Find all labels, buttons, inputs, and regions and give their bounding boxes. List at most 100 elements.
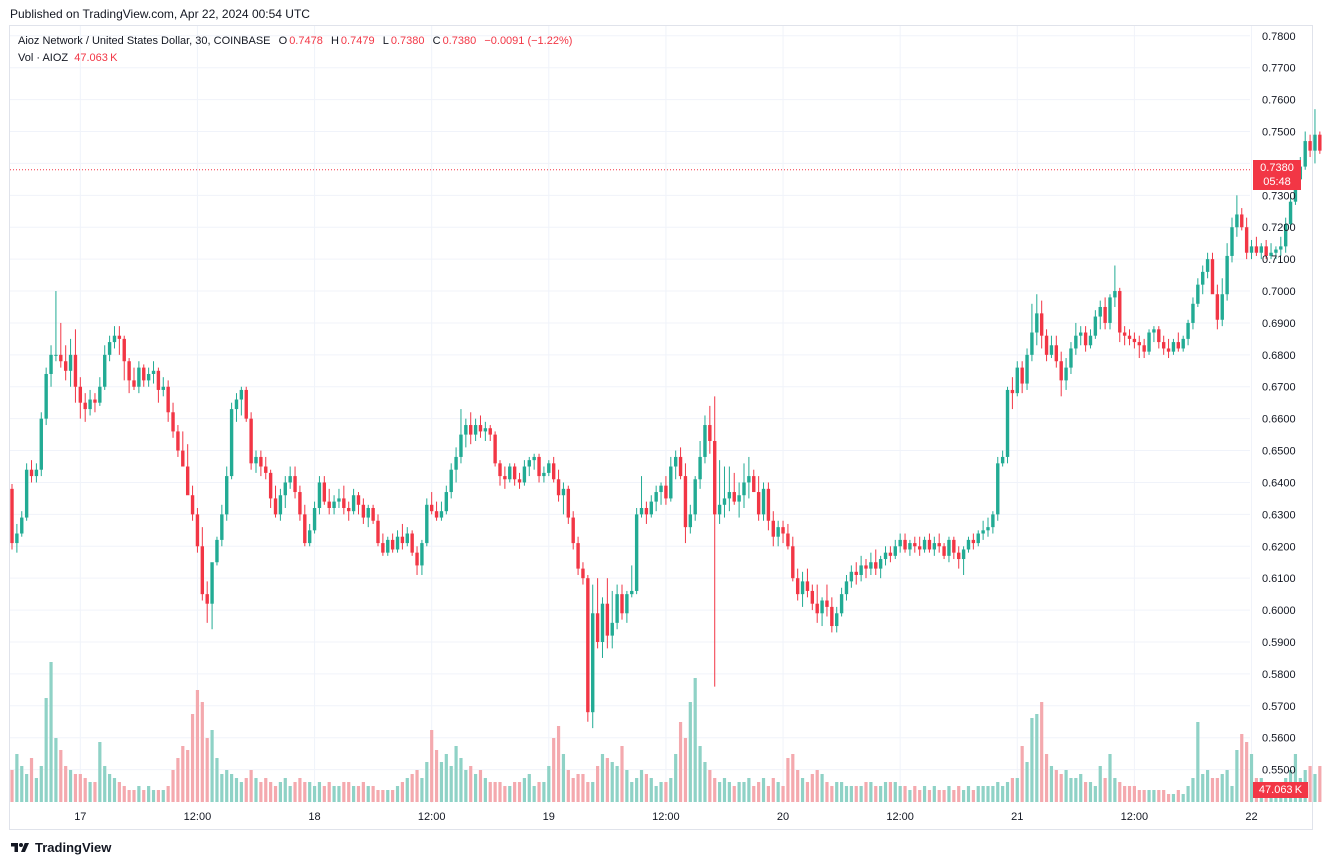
candle-body (254, 456, 258, 464)
volume-bar (483, 778, 487, 802)
candle-body (1064, 367, 1068, 381)
candle-body (259, 456, 263, 467)
candle-body (917, 546, 922, 550)
candle-body (473, 425, 478, 435)
candle-body (98, 386, 102, 403)
candle-body (625, 594, 629, 614)
candle-body (307, 530, 312, 544)
x-tick-label: 19 (543, 811, 555, 823)
candle-body (669, 466, 673, 499)
candle-body (591, 613, 595, 713)
candle-body (996, 463, 1000, 515)
candle-body (112, 335, 117, 343)
volume-bar (1059, 774, 1063, 802)
volume-bar (903, 786, 907, 802)
candle-body (1279, 246, 1283, 250)
volume-bar (478, 770, 483, 802)
candle-body (713, 440, 717, 515)
volume-bar (1074, 778, 1078, 802)
legend-close: 0.7380 (442, 35, 477, 47)
volume-bar (913, 786, 917, 802)
candle-body (620, 594, 624, 614)
candle-body (844, 581, 849, 595)
y-tick-label: 0.5700 (1262, 701, 1296, 713)
candle-body (737, 495, 741, 502)
volume-bar (98, 742, 102, 802)
candle-body (742, 482, 746, 496)
candle-body (117, 335, 122, 339)
candle-body (805, 581, 810, 591)
candle-body (1205, 259, 1210, 272)
volume-bar (264, 778, 268, 802)
volume-legend-label: Vol · AIOZ (18, 52, 69, 64)
volume-bar (503, 786, 507, 802)
candle-body (425, 504, 429, 544)
volume-bar (722, 778, 727, 802)
candle-body (752, 476, 756, 493)
candle-body (59, 354, 63, 362)
candle-body (1069, 348, 1073, 368)
candle-body (395, 536, 400, 550)
volume-bar (347, 782, 351, 802)
candle-body (361, 504, 366, 518)
published-caption: Published on TradingView.com, Apr 22, 20… (10, 7, 310, 21)
y-tick-label: 0.6300 (1262, 509, 1296, 521)
volume-bar (840, 782, 844, 802)
candle-body (195, 514, 200, 547)
candle-body (830, 606, 834, 627)
volume-bar (591, 782, 595, 802)
volume-bar (195, 690, 200, 802)
candle-body (869, 562, 873, 569)
volume-bar (1308, 766, 1312, 802)
volume-bar (761, 778, 766, 802)
volume-bar (561, 754, 566, 802)
candle-body (898, 539, 902, 547)
candle-body (1044, 335, 1049, 355)
x-tick-label: 12:00 (1121, 811, 1149, 823)
candle-body (264, 466, 268, 473)
volume-bar (137, 786, 141, 802)
volume-bar (952, 790, 956, 802)
candle-body (771, 520, 775, 537)
volume-bar (1054, 770, 1058, 802)
volume-bar (932, 786, 936, 802)
volume-bar (303, 782, 307, 802)
candle-body (547, 463, 551, 473)
candle-body (1181, 338, 1185, 349)
y-tick-label: 0.7000 (1262, 286, 1296, 298)
candle-body (44, 373, 48, 419)
volume-bar (15, 754, 19, 802)
footer-brand[interactable]: TradingView (10, 840, 111, 855)
volume-bar (103, 766, 107, 802)
volume-bar (25, 774, 29, 802)
volume-bar (1113, 778, 1117, 802)
volume-bar (166, 786, 170, 802)
volume-bar (757, 782, 761, 802)
volume-bar (1186, 786, 1190, 802)
candle-body (1015, 367, 1019, 394)
volume-bar (737, 782, 741, 802)
y-tick-label: 0.6000 (1262, 605, 1296, 617)
volume-bar (254, 778, 258, 802)
volume-bar (781, 786, 785, 802)
volume-bar (186, 750, 190, 802)
volume-bar (200, 702, 204, 802)
candle-body (678, 456, 683, 477)
candle-body (273, 498, 278, 515)
y-tick-label: 0.7200 (1262, 222, 1296, 234)
candle-body (825, 600, 829, 607)
candle-body (103, 354, 107, 387)
volume-bar (1293, 754, 1298, 802)
candle-body (88, 399, 92, 410)
candle-body (24, 469, 29, 518)
candle-body (1220, 294, 1224, 320)
volume-bar (532, 786, 536, 802)
candle-body (185, 466, 190, 496)
candle-body (312, 507, 317, 531)
volume-bar (576, 774, 580, 802)
candle-body (1054, 345, 1059, 362)
volume-bar (342, 782, 346, 802)
candle-body (727, 492, 732, 499)
volume-bar (693, 678, 697, 802)
